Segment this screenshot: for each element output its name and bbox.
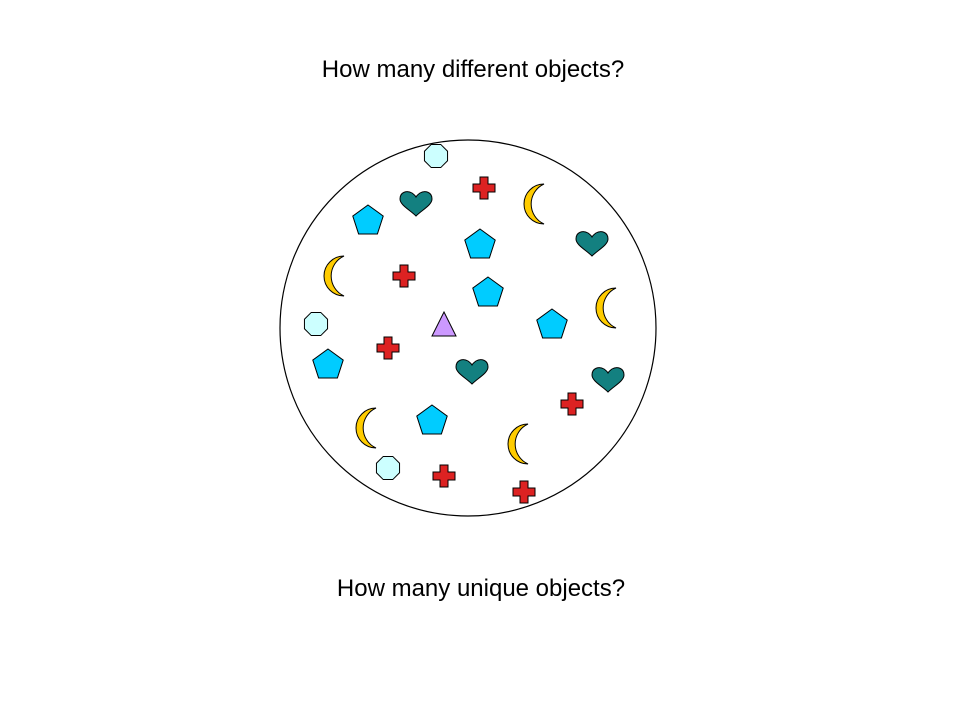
heart-shape bbox=[591, 367, 625, 393]
moon-shape bbox=[523, 183, 545, 225]
cross-shape bbox=[472, 176, 496, 200]
cross-shape bbox=[392, 264, 416, 288]
cross-shape bbox=[376, 336, 400, 360]
cross-shape bbox=[560, 392, 584, 416]
pentagon-shape bbox=[472, 276, 504, 307]
heart-shape bbox=[575, 231, 609, 257]
octagon-shape bbox=[375, 455, 401, 481]
octagon-shape bbox=[423, 143, 449, 169]
moon-shape bbox=[507, 423, 529, 465]
moon-shape bbox=[595, 287, 617, 329]
heart-shape bbox=[399, 191, 433, 217]
pentagon-shape bbox=[416, 404, 448, 435]
moon-shape bbox=[355, 407, 377, 449]
question-unique-objects: How many unique objects? bbox=[336, 575, 626, 602]
heart-shape bbox=[455, 359, 489, 385]
triangle-shape bbox=[431, 310, 457, 337]
shape-group bbox=[303, 143, 625, 504]
question-different-objects: How many different objects? bbox=[321, 56, 625, 83]
cross-shape bbox=[512, 480, 536, 504]
octagon-shape bbox=[303, 311, 329, 337]
pentagon-shape bbox=[464, 228, 496, 259]
moon-shape bbox=[323, 255, 345, 297]
pentagon-shape bbox=[352, 204, 384, 235]
container-circle bbox=[279, 139, 657, 517]
pentagon-shape bbox=[536, 308, 568, 339]
cross-shape bbox=[432, 464, 456, 488]
pentagon-shape bbox=[312, 348, 344, 379]
